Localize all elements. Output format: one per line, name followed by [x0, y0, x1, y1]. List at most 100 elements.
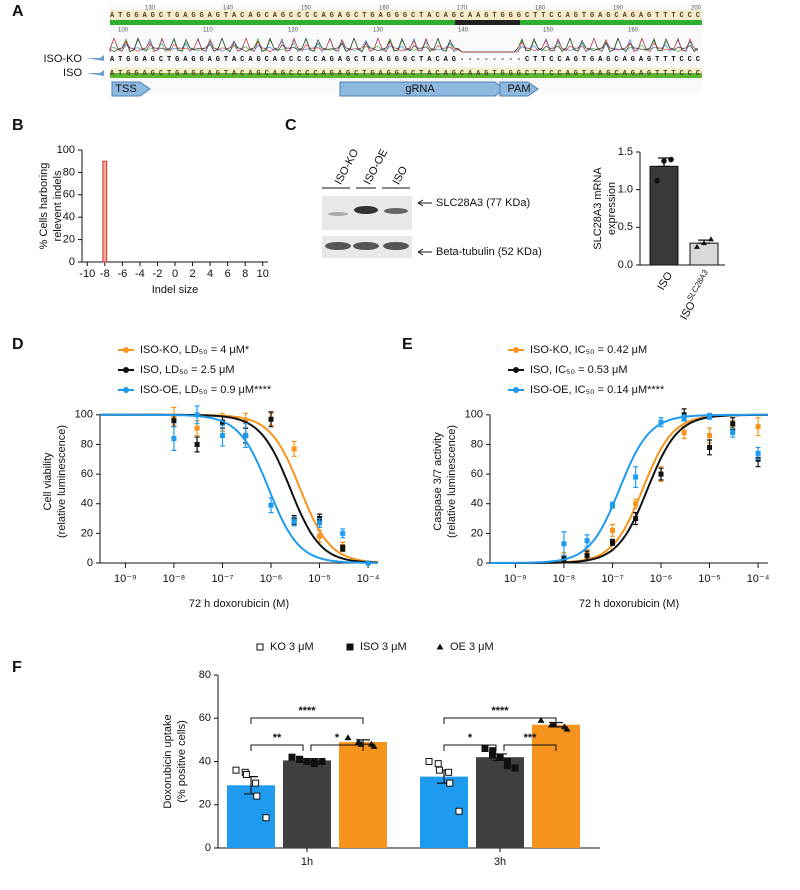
data-point	[446, 779, 454, 787]
legend-marker	[123, 347, 129, 353]
data-point	[243, 418, 249, 424]
legend-marker	[513, 347, 519, 353]
data-point	[318, 758, 326, 765]
y-tick-label: 100	[57, 144, 75, 156]
panel-label: D	[12, 336, 24, 353]
panel-label: A	[12, 3, 24, 20]
legend-marker	[123, 367, 129, 373]
ruler-label: 180	[535, 6, 546, 12]
panel-label: E	[402, 336, 413, 353]
ruler-label: 200	[691, 6, 702, 12]
ruler-label: 160	[379, 6, 390, 12]
data-point	[511, 764, 519, 772]
data-point	[317, 533, 323, 539]
y-tick-label: 20	[471, 527, 483, 539]
sequence: ATGGAGCTGAGGAGTACAGCAGCCCCAGAGCTGAGGGCTA…	[110, 56, 700, 64]
x-tick-label: 10⁻⁶	[260, 573, 283, 585]
data-point	[707, 413, 713, 419]
data-point	[340, 545, 346, 551]
trace-ruler-label: 110	[203, 28, 213, 34]
trace-ruler-label: 120	[288, 28, 299, 34]
data-point	[219, 433, 225, 439]
x-tick-label: 6	[225, 268, 231, 280]
significance-bracket	[443, 717, 557, 724]
data-point	[310, 760, 318, 768]
data-point	[171, 436, 177, 442]
x-tick-label: 8	[242, 268, 248, 280]
y-axis-label: (relative luminescence)	[56, 425, 68, 538]
significance-bracket	[503, 744, 557, 751]
lane-label: ISO	[391, 164, 411, 187]
data-point	[609, 539, 615, 545]
x-tick-label: 0	[172, 268, 178, 280]
y-tick-label: 80	[81, 438, 93, 450]
y-axis-label: Doxorubicin uptake	[162, 714, 174, 808]
ruler-label: 190	[613, 6, 624, 12]
data-point	[340, 530, 346, 536]
row-name: ISO-KO	[43, 53, 82, 65]
significance-label: *	[468, 732, 473, 744]
x-tick-label: ISOSLC28A3	[675, 268, 715, 322]
legend-marker	[256, 643, 264, 651]
y-tick-label: 60	[81, 468, 93, 480]
fit-curve	[100, 413, 379, 564]
significance-bracket	[443, 744, 497, 751]
western-blot	[322, 187, 432, 258]
x-tick-label: 10⁻⁵	[308, 573, 331, 585]
legend-marker	[346, 643, 354, 651]
data-point	[563, 725, 571, 732]
data-point	[681, 415, 687, 421]
lane-label: ISO-KO	[333, 147, 362, 187]
data-point	[633, 501, 639, 507]
data-point	[425, 758, 433, 765]
legend-label: ISO-OE, LD₅₀ = 0.9 μM****	[140, 384, 272, 396]
y-tick-label: 80	[63, 166, 75, 178]
lane-label: ISO-OE	[362, 147, 391, 187]
data-point	[488, 751, 496, 759]
legend-label: ISO, LD₅₀ = 2.5 μM	[140, 364, 235, 376]
row-arrows	[86, 55, 104, 76]
legend-label: ISO-KO, LD₅₀ = 4 μM*	[140, 344, 250, 356]
feature-label: TSS	[115, 83, 136, 95]
ruler-label: 130	[145, 6, 156, 12]
x-tick-label: -8	[100, 268, 110, 280]
tss-arrow	[111, 81, 151, 97]
y-axis-label: relevent indels	[52, 170, 64, 241]
data-point	[707, 433, 713, 439]
significance-label: **	[273, 732, 282, 744]
data-point	[584, 538, 590, 544]
chromatogram	[109, 37, 699, 53]
sequence-bg	[110, 68, 702, 78]
panel-label: F	[12, 659, 22, 676]
data-point	[658, 419, 664, 425]
x-axis-label: 72 h doxorubicin (M)	[189, 598, 289, 610]
legend-label: ISO-KO, IC₅₀ = 0.42 μM	[530, 344, 647, 356]
ruler-label: 170	[457, 6, 468, 12]
data-point	[194, 412, 200, 418]
x-tick-label: 10⁻⁸	[553, 573, 576, 585]
data-point	[303, 758, 311, 765]
y-tick-label: 100	[465, 409, 483, 421]
data-point	[755, 424, 761, 430]
significance-label: ***	[524, 732, 538, 744]
data-point	[291, 446, 297, 452]
x-tick-label: -6	[117, 268, 127, 280]
significance-bracket	[310, 744, 364, 751]
y-tick-label: 1.5	[618, 146, 633, 158]
y-axis-label: Cell viability	[42, 452, 54, 511]
data-point	[252, 779, 260, 787]
y-tick-label: 0	[205, 842, 211, 854]
sequence-bg	[110, 10, 702, 20]
data-point	[550, 721, 558, 728]
y-axis-label: % Cells harboring	[38, 163, 50, 250]
trace-ruler-label: 150	[543, 28, 554, 34]
x-tick-label: 3h	[494, 856, 506, 868]
y-tick-label: 40	[199, 755, 211, 767]
y-axis-label: Caspase 3/7 activity	[432, 432, 444, 531]
y-axis-label: (relative luminescence)	[446, 425, 458, 538]
y-axis-label: expression	[606, 182, 618, 235]
data-point	[370, 742, 378, 749]
fit-curve	[490, 413, 768, 564]
y-tick-label: 0.5	[618, 221, 633, 233]
y-tick-label: 100	[75, 409, 93, 421]
